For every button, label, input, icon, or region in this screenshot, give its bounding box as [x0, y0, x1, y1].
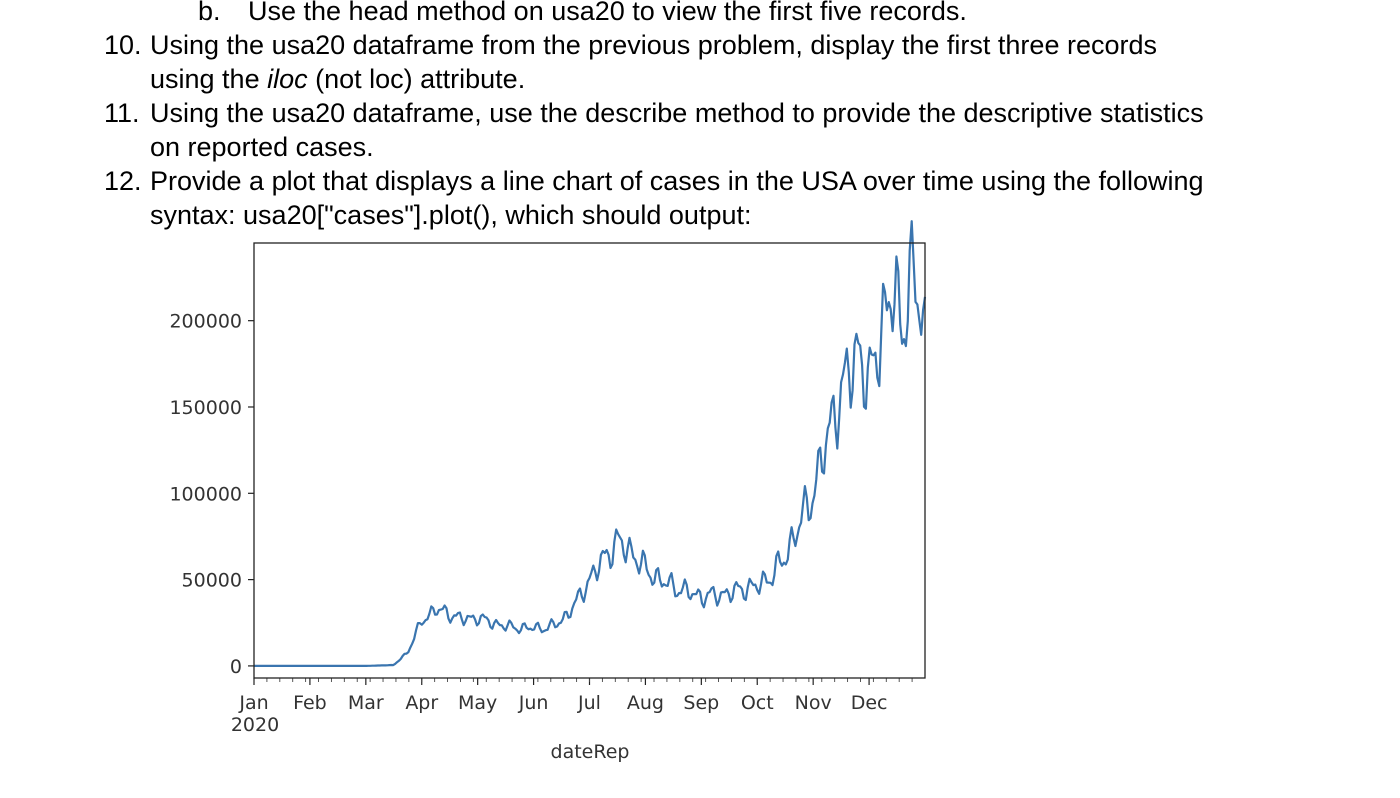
x-tick-label: May [458, 692, 497, 714]
x-tick-label: Apr [405, 692, 438, 714]
item-b-text: Use the head method on usa20 to view the… [248, 0, 967, 26]
x-axis-label: dateRep [551, 741, 630, 763]
y-axis-ticks: 0 50000 100000 150000 200000 [169, 311, 254, 678]
item-10-line2: using the iloc (not loc) attribute. [150, 62, 525, 96]
item-10-line1: Using the usa20 dataframe from the previ… [150, 30, 1157, 60]
y-tick-label: 50000 [182, 570, 242, 592]
x-axis-year: 2020 [231, 714, 279, 736]
x-tick-label: Nov [795, 692, 832, 714]
x-tick-label: Aug [627, 692, 664, 714]
x-tick-label: Mar [348, 692, 384, 714]
item-10-number: 10. [104, 30, 142, 60]
x-tick-label: Jul [577, 692, 601, 714]
item-10-line2-post: (not loc) attribute. [307, 64, 526, 94]
item-11-line2: on reported cases. [150, 132, 374, 162]
x-tick-label: Feb [293, 692, 327, 714]
plot-frame [253, 242, 926, 679]
item-10-line2-pre: using the [150, 64, 268, 94]
item-11-line1: Using the usa20 dataframe, use the descr… [150, 98, 1204, 128]
y-tick-label: 0 [230, 656, 242, 678]
item-11-number: 11. [104, 98, 140, 128]
x-tick-label: Oct [741, 692, 774, 714]
item-b-marker: b. [198, 0, 221, 26]
item-10-line2-em: iloc [267, 64, 308, 94]
y-tick-label: 200000 [169, 311, 242, 333]
item-12-number: 12. [104, 166, 142, 196]
item-12-line1: Provide a plot that displays a line char… [150, 166, 1204, 196]
cases-series-line [254, 220, 927, 668]
x-tick-label: Jan [238, 692, 268, 714]
y-tick-label: 150000 [169, 397, 242, 419]
y-tick-label: 100000 [169, 483, 242, 505]
x-axis-ticks: Jan Feb Mar Apr May Jun Jul Aug Sep Oct Nov Dec [238, 678, 913, 714]
x-tick-label: Sep [683, 692, 719, 714]
x-tick-label: Jun [518, 692, 549, 714]
item-12-line2: syntax: usa20["cases"].plot(), which sho… [150, 200, 752, 230]
x-tick-label: Dec [851, 692, 888, 714]
